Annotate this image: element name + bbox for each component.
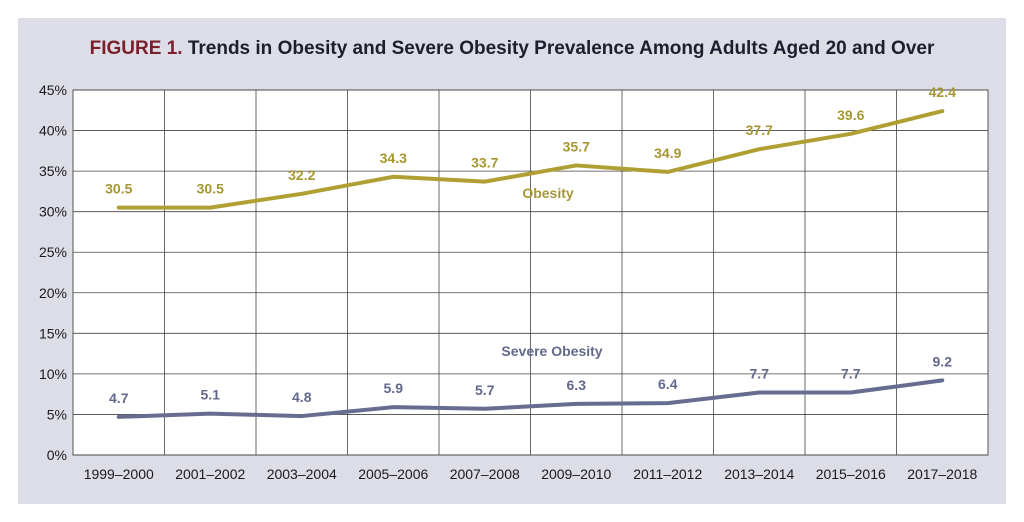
obesity-line [116, 109, 945, 210]
y-tick-label: 35% [39, 163, 67, 179]
y-tick-label: 0% [47, 447, 67, 463]
y-tick-label: 40% [39, 123, 67, 139]
y-tick-label: 30% [39, 204, 67, 220]
severe-obesity-point [483, 407, 487, 411]
severe-obesity-point [849, 391, 853, 395]
severe-obesity-value-label: 5.9 [384, 380, 404, 396]
x-tick-label: 2007–2008 [450, 466, 520, 482]
x-tick-label: 2011–2012 [633, 466, 702, 482]
obesity-point [391, 175, 395, 179]
x-tick-label: 2009–2010 [541, 466, 611, 482]
y-tick-label: 5% [47, 406, 67, 422]
figure-frame: FIGURE 1. Trends in Obesity and Severe O… [18, 18, 1006, 504]
x-tick-label: 2015–2016 [816, 466, 886, 482]
severe-obesity-line [116, 378, 945, 419]
severe-obesity-value-label: 6.3 [567, 377, 587, 393]
x-tick-label: 1999–2000 [84, 466, 154, 482]
x-tick-label: 2013–2014 [724, 466, 794, 482]
obesity-value-label: 37.7 [746, 122, 773, 138]
obesity-value-label: 39.6 [837, 107, 864, 123]
obesity-value-label: 30.5 [105, 181, 132, 197]
severe-obesity-point [940, 378, 944, 382]
obesity-point [849, 132, 853, 136]
x-tick-label: 2017–2018 [907, 466, 977, 482]
obesity-point [574, 163, 578, 167]
obesity-value-label: 32.2 [288, 167, 315, 183]
severe-obesity-point [757, 391, 761, 395]
severe-obesity-point [666, 401, 670, 405]
obesity-value-label: 30.5 [197, 181, 224, 197]
obesity-value-label: 34.3 [380, 150, 407, 166]
severe-obesity-point [300, 414, 304, 418]
severe-obesity-value-label: 5.7 [475, 382, 495, 398]
chart-title: FIGURE 1. Trends in Obesity and Severe O… [18, 38, 1006, 60]
obesity-point [940, 109, 944, 113]
severe-obesity-point [574, 402, 578, 406]
severe-obesity-point [117, 415, 121, 419]
obesity-point [300, 192, 304, 196]
y-tick-label: 10% [39, 366, 67, 382]
x-tick-label: 2001–2002 [175, 466, 245, 482]
obesity-value-label: 35.7 [563, 138, 590, 154]
severe-obesity-point [208, 412, 212, 416]
obesity-point [757, 147, 761, 151]
severe-obesity-value-label: 9.2 [933, 353, 953, 369]
severe-obesity-value-label: 7.7 [841, 366, 861, 382]
severe-obesity-value-label: 4.8 [292, 389, 312, 405]
obesity-point [666, 170, 670, 174]
obesity-value-label: 34.9 [654, 145, 681, 161]
figure-title: Trends in Obesity and Severe Obesity Pre… [187, 38, 935, 59]
obesity-point [208, 206, 212, 210]
severe-obesity-value-label: 5.1 [201, 387, 221, 403]
y-tick-label: 20% [39, 285, 67, 301]
obesity-point [117, 206, 121, 210]
x-tick-label: 2005–2006 [358, 466, 428, 482]
y-tick-label: 25% [39, 244, 67, 260]
severe-obesity-series-label: Severe Obesity [501, 343, 602, 359]
severe-obesity-value-label: 7.7 [750, 366, 770, 382]
y-tick-label: 45% [39, 82, 67, 98]
obesity-value-label: 42.4 [929, 84, 956, 100]
severe-obesity-value-label: 4.7 [109, 390, 129, 406]
severe-obesity-value-label: 6.4 [658, 376, 678, 392]
figure-number: FIGURE 1. [89, 38, 183, 59]
obesity-series-label: Obesity [522, 185, 574, 201]
severe-obesity-point [391, 405, 395, 409]
line-chart: 0% 5% 10% 15% 20% 25% 30% 35% 40% 45% 1999–2000 200… [39, 82, 989, 482]
x-tick-label: 2003–2004 [267, 466, 337, 482]
obesity-point [483, 180, 487, 184]
obesity-value-label: 33.7 [471, 155, 498, 171]
y-tick-label: 15% [39, 325, 67, 341]
